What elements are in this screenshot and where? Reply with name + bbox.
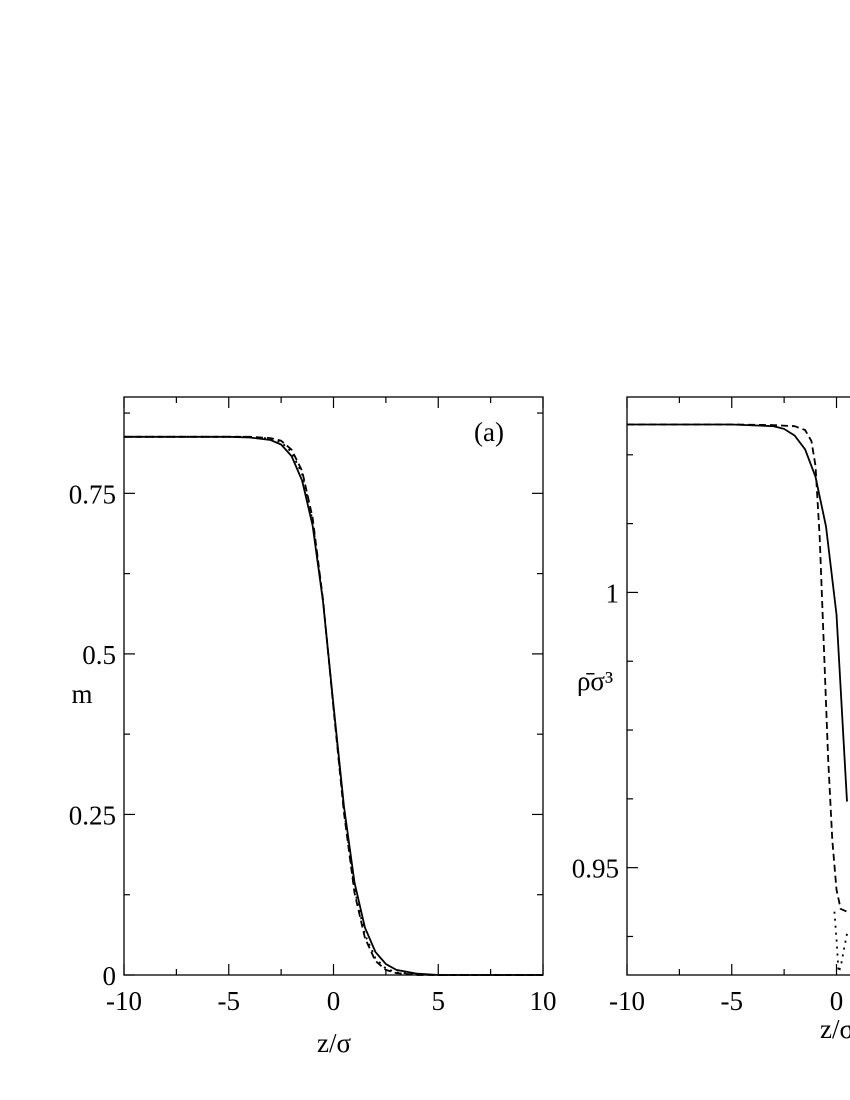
series-solid-line (627, 423, 848, 802)
y-tick-label: 0.25 (69, 800, 116, 830)
x-tick-label: 5 (432, 986, 446, 1016)
x-tick-label: 0 (327, 986, 341, 1016)
panel-label: (a) (474, 417, 504, 447)
x-tick-label: 0 (830, 986, 844, 1016)
y-tick-label: 0.75 (69, 479, 116, 509)
x-tick-label: -10 (106, 986, 142, 1016)
series-dashed-line (124, 435, 543, 976)
series-dotted-line (833, 911, 848, 973)
x-tick-label: 10 (530, 986, 557, 1016)
y-tick-label: 0 (103, 961, 117, 991)
plot-frame (123, 396, 544, 976)
x-axis-title: z/σ (820, 1014, 850, 1044)
panel-b: -10 -5 0 0.95 1 z/σ ρ̄σ³ (572, 396, 850, 1044)
y-axis-title: ρ̄σ³ (577, 666, 613, 696)
panel-a: -10 -5 0 5 10 0 0.25 0.5 0.75 z/σ m (a) (69, 396, 557, 1058)
x-tick-label: -5 (218, 986, 241, 1016)
series-dashed-line (627, 423, 848, 913)
y-tick-label: 0.5 (82, 640, 116, 670)
y-tick-label: 0.95 (572, 854, 619, 884)
x-tick-label: -10 (609, 986, 645, 1016)
x-axis-title: z/σ (317, 1028, 351, 1058)
y-axis-title: m (71, 679, 92, 709)
y-tick-label: 1 (606, 578, 620, 608)
x-tick-label: -5 (721, 986, 744, 1016)
